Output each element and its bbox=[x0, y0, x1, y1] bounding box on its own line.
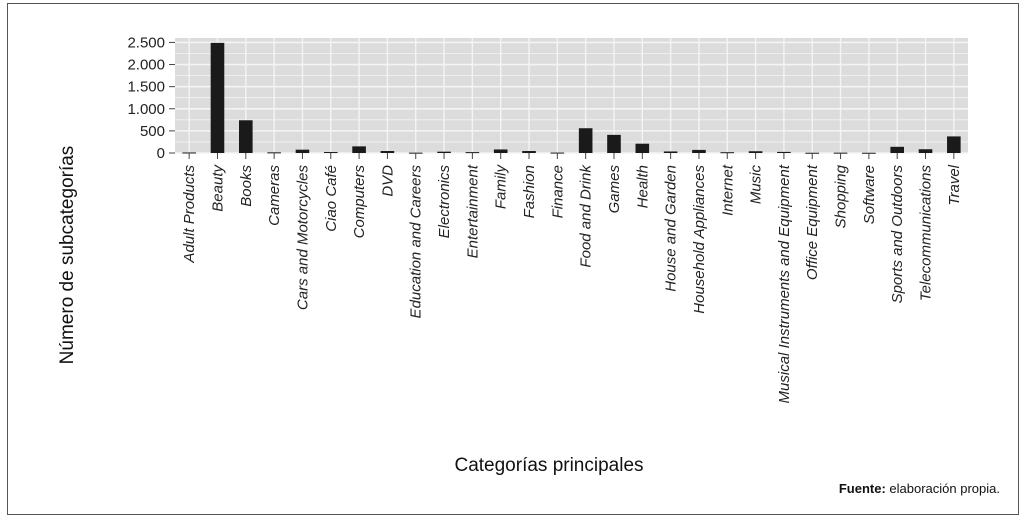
bar bbox=[890, 146, 904, 153]
bar bbox=[663, 151, 678, 153]
x-tick-label: Electronics bbox=[436, 165, 453, 239]
y-tick-label: 1.500 bbox=[127, 79, 165, 96]
bar bbox=[777, 151, 791, 153]
bar bbox=[267, 152, 281, 154]
y-tick-label: 2.000 bbox=[127, 57, 165, 74]
x-tick-label: Ciao Café bbox=[323, 165, 340, 232]
source-text: elaboración propia. bbox=[889, 481, 1000, 496]
source-note: Fuente: elaboración propia. bbox=[839, 481, 1000, 496]
x-tick-label: Office Equipment bbox=[804, 164, 821, 280]
x-axis: Adult Products Beauty Books Cameras Cars and… bbox=[181, 153, 963, 403]
bar bbox=[239, 120, 253, 153]
x-tick-label: Travel bbox=[946, 164, 963, 205]
x-tick-label: Beauty bbox=[209, 164, 226, 212]
y-tick-label: 1.000 bbox=[127, 101, 165, 118]
bar bbox=[578, 128, 593, 153]
x-tick-label: Adult Products bbox=[181, 165, 198, 264]
bar bbox=[918, 149, 933, 153]
x-tick-label: Music bbox=[748, 165, 765, 205]
x-tick-label: Household Appliances bbox=[691, 165, 708, 314]
x-tick-label: Health bbox=[634, 165, 651, 208]
bar bbox=[182, 152, 196, 154]
bar bbox=[295, 149, 310, 153]
x-tick-label: Family bbox=[493, 164, 510, 210]
x-tick-label: Internet bbox=[719, 164, 736, 216]
bar bbox=[465, 152, 480, 154]
x-tick-label: Computers bbox=[351, 165, 368, 239]
x-tick-label: Food and Drink bbox=[578, 164, 595, 268]
x-tick-label: House and Garden bbox=[663, 165, 680, 292]
y-tick-label: 500 bbox=[140, 123, 165, 140]
x-tick-label: Musical Instruments and Equipment bbox=[776, 164, 793, 403]
x-tick-label: Cameras bbox=[266, 165, 283, 226]
y-axis-title: Número de subcategorías bbox=[57, 145, 78, 365]
bar bbox=[607, 134, 621, 153]
bar bbox=[380, 151, 395, 153]
source-label: Fuente: bbox=[838, 481, 886, 496]
x-tick-label: Software bbox=[861, 165, 878, 224]
bar bbox=[437, 151, 451, 153]
y-tick-label: 0 bbox=[157, 145, 165, 162]
x-tick-label: Telecommunications bbox=[918, 165, 935, 302]
bar bbox=[493, 149, 508, 153]
x-axis-title: Categorías principales bbox=[454, 455, 644, 476]
x-tick-label: Entertainment bbox=[464, 164, 481, 258]
x-tick-label: Games bbox=[606, 165, 623, 214]
bar bbox=[352, 146, 366, 153]
x-tick-label: Sports and Outdoors bbox=[889, 165, 906, 304]
bar bbox=[323, 152, 338, 154]
bar bbox=[720, 152, 735, 154]
bar bbox=[210, 42, 225, 153]
y-tick-label: 2.500 bbox=[127, 34, 165, 51]
x-tick-label: DVD bbox=[379, 165, 396, 197]
bar bbox=[947, 136, 961, 153]
y-axis: 0 500 1.000 1.500 2.000 2.500 bbox=[127, 34, 175, 162]
plot-panel bbox=[175, 38, 968, 153]
x-tick-label: Cars and Motorcycles bbox=[294, 165, 311, 311]
x-tick-label: Finance bbox=[549, 165, 566, 218]
bar bbox=[692, 149, 706, 153]
x-tick-label: Books bbox=[238, 165, 255, 207]
x-tick-label: Fashion bbox=[521, 165, 538, 218]
bar bbox=[635, 143, 650, 153]
x-tick-label: Education and Careers bbox=[408, 165, 425, 319]
bar bbox=[748, 151, 763, 153]
x-tick-label: Shopping bbox=[833, 164, 850, 228]
bar bbox=[522, 151, 536, 153]
